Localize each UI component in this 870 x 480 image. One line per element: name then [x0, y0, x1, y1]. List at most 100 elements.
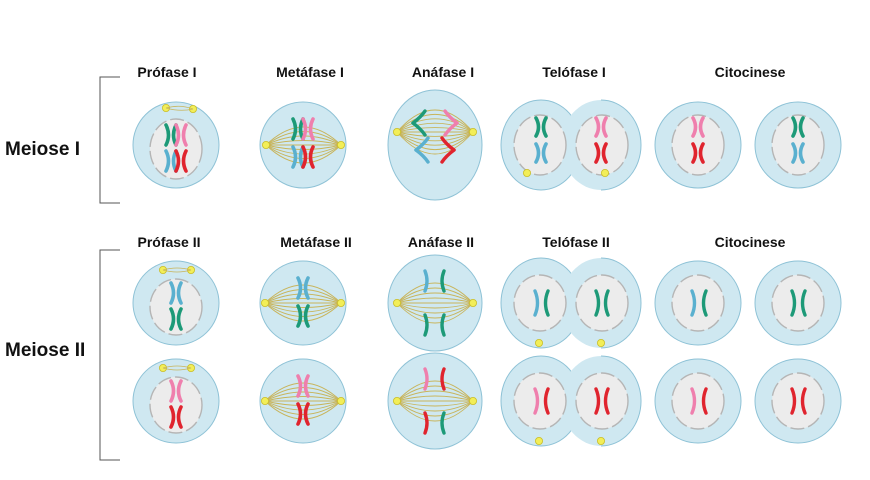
chromatid	[423, 411, 429, 435]
centriole	[468, 127, 477, 136]
nucleus	[513, 372, 567, 430]
chromosome	[691, 142, 705, 164]
spindle-fibers	[396, 109, 474, 155]
nucleus	[575, 274, 629, 332]
centriole	[336, 298, 345, 307]
nucleus	[513, 274, 567, 332]
bracket-meiose-1	[99, 76, 120, 204]
chromosome	[691, 116, 705, 138]
centriole	[535, 436, 544, 445]
chromosome	[296, 402, 310, 426]
row-label-meiose-2: Meiose II	[5, 340, 85, 361]
chromatid	[603, 387, 610, 415]
chromatid	[594, 387, 601, 415]
phase-label-anafase-1: Anáfase I	[412, 64, 474, 80]
chromatid	[790, 289, 797, 317]
chromatid	[440, 269, 446, 293]
chromatid	[800, 387, 807, 415]
chromatid	[690, 289, 697, 317]
chromosome	[169, 281, 183, 305]
centriole	[468, 396, 477, 405]
chromatid	[440, 411, 446, 435]
phase-label-metafase-2: Metáfase II	[280, 234, 352, 250]
chromatid	[603, 289, 610, 317]
centriole	[597, 436, 606, 445]
chromosome	[301, 145, 315, 169]
chromosome	[791, 116, 805, 138]
nucleus	[671, 114, 725, 176]
chromosome	[534, 142, 548, 164]
phase-label-telofase-2: Telófase II	[542, 234, 609, 250]
row-label-meiose-1: Meiose I	[5, 139, 80, 160]
chromosome	[169, 379, 183, 403]
phase-label-citocinese-2: Citocinese	[715, 234, 786, 250]
chromosome	[169, 307, 183, 331]
chromosome	[594, 142, 608, 164]
chromatid	[543, 387, 550, 415]
chromatid	[594, 289, 601, 317]
nucleus	[513, 114, 567, 176]
chromatid	[423, 313, 429, 337]
centriole	[392, 396, 401, 405]
chromosome	[791, 142, 805, 164]
nucleus	[771, 274, 825, 332]
phase-label-profase-1: Prófase I	[137, 64, 196, 80]
chromosome	[169, 405, 183, 429]
centriole	[260, 396, 269, 405]
centriole	[601, 168, 610, 177]
chromatid	[800, 289, 807, 317]
nucleus	[575, 372, 629, 430]
nucleus	[671, 274, 725, 332]
chromosome	[296, 374, 310, 398]
chromosome	[296, 304, 310, 328]
centriole	[535, 338, 544, 347]
phase-label-profase-2: Prófase II	[137, 234, 200, 250]
spindle-fibers	[165, 105, 194, 111]
centriole	[468, 298, 477, 307]
chromatid	[790, 387, 797, 415]
nucleus	[771, 114, 825, 176]
chromosome	[296, 276, 310, 300]
phase-label-citocinese-1: Citocinese	[715, 64, 786, 80]
chromatid	[701, 289, 708, 317]
nucleus	[771, 372, 825, 430]
chromatid	[533, 289, 540, 317]
centriole	[392, 127, 401, 136]
nucleus	[149, 118, 203, 180]
centriole	[336, 396, 345, 405]
spindle-fibers	[162, 267, 192, 273]
spindle-fibers	[162, 365, 192, 371]
centriole	[260, 298, 269, 307]
chromosome	[440, 136, 456, 164]
chromosome	[594, 116, 608, 138]
nucleus	[671, 372, 725, 430]
spindle-fibers	[396, 380, 474, 422]
chromosome	[534, 116, 548, 138]
phase-label-anafase-2: Anáfase II	[408, 234, 474, 250]
spindle-fibers	[264, 382, 342, 420]
chromosome	[174, 123, 188, 147]
centriole	[523, 168, 532, 177]
phase-label-telofase-1: Telófase I	[542, 64, 606, 80]
spindle-fibers	[396, 282, 474, 324]
centriole	[392, 298, 401, 307]
centriole	[597, 338, 606, 347]
spindle-fibers	[264, 284, 342, 322]
chromatid	[440, 313, 446, 337]
phase-label-metafase-1: Metáfase I	[276, 64, 344, 80]
cell-drawings	[132, 89, 842, 450]
centriole	[261, 140, 270, 149]
chromatid	[440, 367, 446, 391]
dividing-cell	[500, 257, 642, 349]
chromosome	[443, 109, 459, 137]
chromatid	[423, 367, 429, 391]
chromatid	[543, 289, 550, 317]
chromosome	[174, 149, 188, 173]
nucleus	[149, 376, 203, 434]
chromatid	[533, 387, 540, 415]
nucleus	[149, 278, 203, 336]
chromatid	[423, 269, 429, 293]
centriole	[336, 140, 345, 149]
chromosome	[414, 136, 430, 164]
